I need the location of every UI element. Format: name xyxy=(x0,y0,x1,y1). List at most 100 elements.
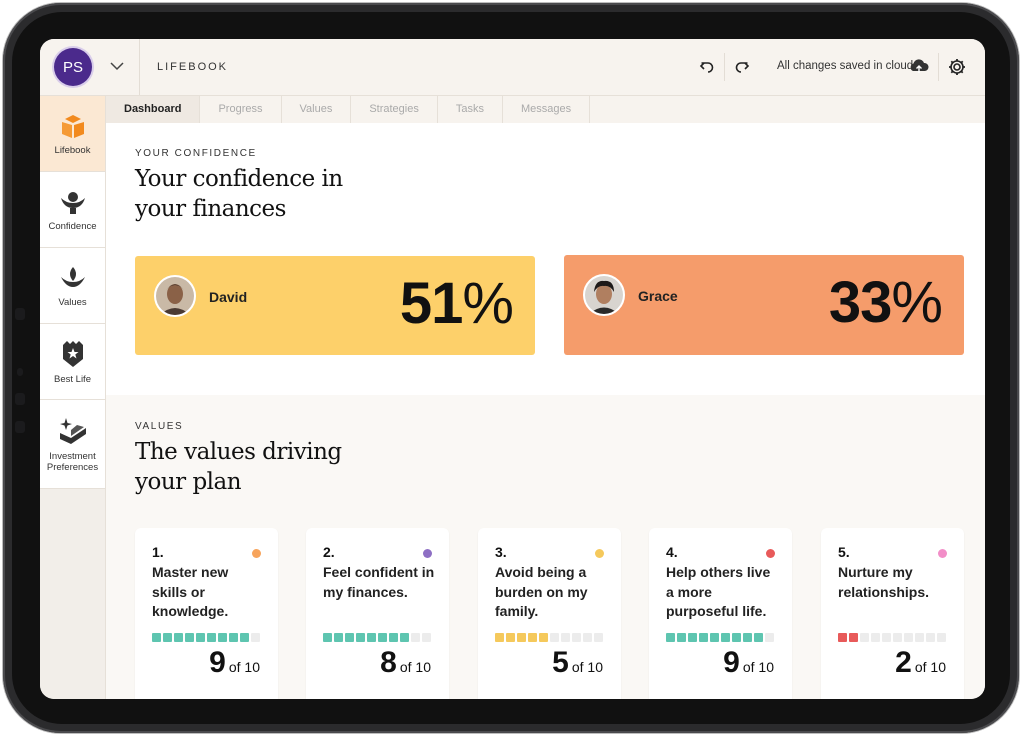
value-score: 5 of 10 xyxy=(552,646,603,680)
value-card[interactable]: 5. Nurture my relationships. 2 of 10 xyxy=(821,528,964,699)
values-section: VALUES The values driving your plan 1. Ma… xyxy=(106,395,985,699)
score-segment xyxy=(196,633,205,642)
score-segment xyxy=(495,633,504,642)
score-segment xyxy=(732,633,741,642)
score-segment xyxy=(572,633,581,642)
score-segment xyxy=(517,633,526,642)
confidence-card-david[interactable]: David 51% xyxy=(135,256,535,355)
redo-icon[interactable] xyxy=(732,57,752,77)
divider xyxy=(139,39,140,95)
tab-progress[interactable]: Progress xyxy=(200,96,282,123)
value-color-dot xyxy=(252,549,261,558)
confidence-percent: 33% xyxy=(828,270,943,335)
value-text: Feel confident in my finances. xyxy=(323,564,435,600)
score-segment xyxy=(422,633,431,642)
score-segment xyxy=(849,633,858,642)
sidebar-item-lifebook[interactable]: Lifebook xyxy=(40,96,105,172)
score-segment xyxy=(506,633,515,642)
score-segment xyxy=(871,633,880,642)
value-score: 9 of 10 xyxy=(209,646,260,680)
sidebar-item-confidence[interactable]: Confidence xyxy=(40,172,105,248)
value-text: Master new skills or knowledge. xyxy=(152,564,229,619)
value-rank: 3. xyxy=(495,544,507,560)
value-text: Help others live a more purposeful life. xyxy=(666,564,771,619)
value-score-number: 9 xyxy=(723,646,740,679)
value-score: 2 of 10 xyxy=(895,646,946,680)
value-score-bar xyxy=(152,633,260,642)
score-segment xyxy=(561,633,570,642)
value-score: 8 of 10 xyxy=(380,646,431,680)
person-name: Grace xyxy=(638,288,678,304)
gear-icon[interactable] xyxy=(947,57,967,77)
score-segment xyxy=(838,633,847,642)
section-eyebrow: VALUES xyxy=(135,421,184,432)
score-segment xyxy=(937,633,946,642)
value-card[interactable]: 4. Help others live a more purposeful lif… xyxy=(649,528,792,699)
score-segment xyxy=(594,633,603,642)
cloud-upload-icon[interactable] xyxy=(908,57,930,77)
tab-bar: Dashboard Progress Values Strategies Tas… xyxy=(106,96,985,123)
tab-dashboard[interactable]: Dashboard xyxy=(106,96,201,123)
save-status: All changes saved in cloud xyxy=(777,60,914,72)
value-score: 9 of 10 xyxy=(723,646,774,680)
app-title: LIFEBOOK xyxy=(157,61,229,73)
camera-dot xyxy=(17,368,23,376)
confidence-section: YOUR CONFIDENCE Your confidence in your … xyxy=(106,123,985,395)
confidence-percent: 51% xyxy=(399,271,514,336)
score-segment xyxy=(915,633,924,642)
section-eyebrow: YOUR CONFIDENCE xyxy=(135,148,257,159)
value-rank: 2. xyxy=(323,544,335,560)
side-button xyxy=(15,421,25,433)
score-segment xyxy=(251,633,260,642)
score-segment xyxy=(229,633,238,642)
value-score-number: 8 xyxy=(380,646,397,679)
score-segment xyxy=(688,633,697,642)
score-segment xyxy=(174,633,183,642)
value-score-bar xyxy=(838,633,946,642)
tab-strategies[interactable]: Strategies xyxy=(351,96,438,123)
sidebar-item-values[interactable]: Values xyxy=(40,248,105,324)
tab-values[interactable]: Values xyxy=(282,96,352,123)
score-segment xyxy=(378,633,387,642)
app-screen: PS LIFEBOOK All changes saved in cloud xyxy=(40,39,985,699)
avatar xyxy=(154,275,196,317)
value-card[interactable]: 3. Avoid being a burden on my family. 5 of … xyxy=(478,528,621,699)
score-segment xyxy=(400,633,409,642)
score-segment xyxy=(240,633,249,642)
value-card[interactable]: 2. Feel confident in my finances. 8 of 10 xyxy=(306,528,449,699)
value-color-dot xyxy=(595,549,604,558)
score-segment xyxy=(539,633,548,642)
sidebar-item-label: Values xyxy=(58,296,87,308)
section-heading: Your confidence in your finances xyxy=(135,166,343,222)
confidence-card-grace[interactable]: Grace 33% xyxy=(564,255,964,355)
sidebar-item-best-life[interactable]: Best Life xyxy=(40,324,105,400)
chevron-down-icon[interactable] xyxy=(108,57,126,75)
section-heading: The values driving your plan xyxy=(135,439,342,495)
value-score-suffix: of 10 xyxy=(571,659,603,675)
value-score-bar xyxy=(666,633,774,642)
avatar[interactable]: PS xyxy=(54,48,92,86)
tab-tasks[interactable]: Tasks xyxy=(438,96,503,123)
tab-messages[interactable]: Messages xyxy=(503,96,591,123)
top-bar: PS LIFEBOOK All changes saved in cloud xyxy=(40,39,985,96)
sidebar-item-investment-preferences[interactable]: Investment Preferences xyxy=(40,400,105,489)
value-rank: 1. xyxy=(152,544,164,560)
score-segment xyxy=(185,633,194,642)
value-score-suffix: of 10 xyxy=(742,659,774,675)
score-segment xyxy=(528,633,537,642)
value-score-number: 9 xyxy=(209,646,226,679)
value-score-bar xyxy=(323,633,431,642)
score-segment xyxy=(860,633,869,642)
side-button xyxy=(15,393,25,405)
score-segment xyxy=(754,633,763,642)
value-color-dot xyxy=(938,549,947,558)
value-card[interactable]: 1. Master new skills or knowledge. 9 of 10 xyxy=(135,528,278,699)
divider xyxy=(938,53,939,81)
undo-icon[interactable] xyxy=(697,57,717,77)
score-segment xyxy=(152,633,161,642)
score-segment xyxy=(699,633,708,642)
investment-icon xyxy=(59,417,86,444)
score-segment xyxy=(323,633,332,642)
score-segment xyxy=(743,633,752,642)
score-segment xyxy=(583,633,592,642)
